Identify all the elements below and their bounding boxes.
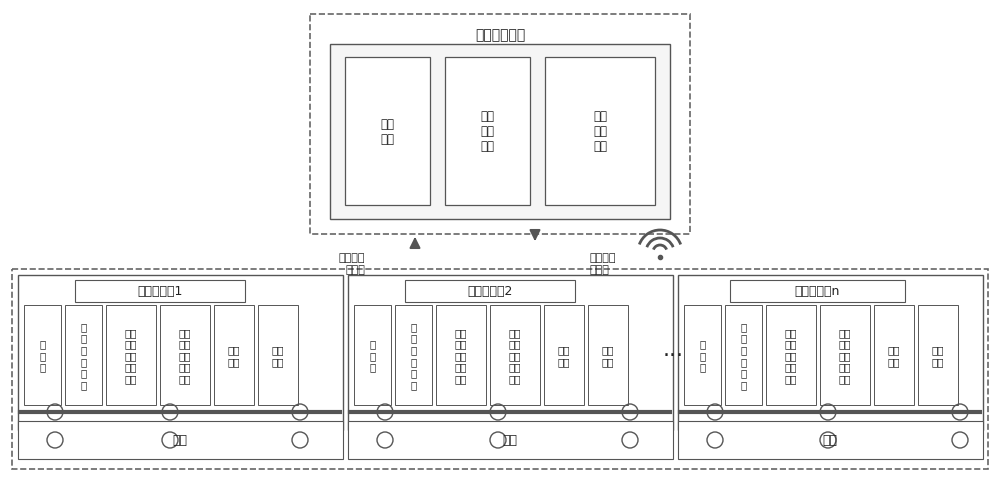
Bar (106, 305, 156, 405)
Text: ···: ··· (662, 345, 684, 365)
Text: 通讯
模块: 通讯 模块 (272, 345, 284, 366)
Text: 电
缆
夹
紧
机
构: 电 缆 夹 紧 机 构 (740, 321, 747, 389)
Text: 电缆
推送
位置
调节
机构: 电缆 推送 位置 调节 机构 (455, 327, 467, 383)
Text: 控制
模块: 控制 模块 (888, 345, 900, 366)
Bar (766, 305, 816, 405)
Text: 控制
模块: 控制 模块 (558, 345, 570, 366)
Text: 通信
模块: 通信 模块 (380, 118, 394, 146)
Bar (436, 305, 486, 405)
Bar (65, 305, 102, 405)
Bar (258, 305, 298, 405)
Bar (24, 305, 61, 405)
Bar (820, 305, 870, 405)
Text: 电缆敷设机2: 电缆敷设机2 (467, 285, 513, 298)
Bar (310, 15, 690, 235)
Text: 工况
参数
检测
显示
模块: 工况 参数 检测 显示 模块 (509, 327, 521, 383)
Bar (725, 305, 762, 405)
Bar (874, 305, 914, 405)
Bar (75, 280, 245, 302)
Text: 电缆
推送
位置
调节
机构: 电缆 推送 位置 调节 机构 (125, 327, 137, 383)
Bar (395, 305, 432, 405)
Bar (588, 305, 628, 405)
Text: 电缆敷设机n: 电缆敷设机n (794, 285, 840, 298)
Bar (544, 305, 584, 405)
Bar (345, 58, 430, 206)
Text: 电缆: 电缆 (503, 434, 518, 447)
Bar (684, 305, 721, 405)
Text: 电缆敷设机1: 电缆敷设机1 (137, 285, 183, 298)
Text: 协调控制终端: 协调控制终端 (475, 28, 525, 42)
Text: 控制
模块: 控制 模块 (228, 345, 240, 366)
Text: 电
缆
夹
紧
机
构: 电 缆 夹 紧 机 构 (80, 321, 87, 389)
Text: 发送数据
与信号: 发送数据 与信号 (338, 253, 365, 274)
Text: 通讯
模块: 通讯 模块 (932, 345, 944, 366)
Bar (445, 58, 530, 206)
Bar (18, 275, 343, 430)
Bar (545, 58, 655, 206)
Text: 电缆
推送
位置
调节
机构: 电缆 推送 位置 调节 机构 (785, 327, 797, 383)
Text: 电缆: 电缆 (822, 434, 838, 447)
Text: 通讯
模块: 通讯 模块 (602, 345, 614, 366)
Text: 控制
策略
模块: 控制 策略 模块 (593, 110, 607, 153)
Bar (348, 421, 673, 459)
Bar (918, 305, 958, 405)
Bar (678, 421, 983, 459)
Text: 电缆: 电缆 (173, 434, 188, 447)
Bar (490, 305, 540, 405)
Text: 工况
参数
检测
显示
模块: 工况 参数 检测 显示 模块 (839, 327, 851, 383)
Bar (678, 275, 983, 430)
Bar (330, 45, 670, 220)
Text: 电
缆
夹
紧
机
构: 电 缆 夹 紧 机 构 (410, 321, 417, 389)
Bar (348, 275, 673, 430)
Text: 动
力
源: 动 力 源 (699, 339, 706, 372)
Bar (405, 280, 575, 302)
Bar (12, 270, 988, 469)
Text: 监测
显示
模块: 监测 显示 模块 (480, 110, 494, 153)
Text: 动
力
源: 动 力 源 (39, 339, 46, 372)
Bar (18, 421, 343, 459)
Bar (730, 280, 905, 302)
Bar (214, 305, 254, 405)
Text: 动
力
源: 动 力 源 (369, 339, 376, 372)
Text: 接收数据
与信号: 接收数据 与信号 (590, 253, 616, 274)
Text: 工况
参数
检测
显示
模块: 工况 参数 检测 显示 模块 (179, 327, 191, 383)
Bar (160, 305, 210, 405)
Bar (354, 305, 391, 405)
